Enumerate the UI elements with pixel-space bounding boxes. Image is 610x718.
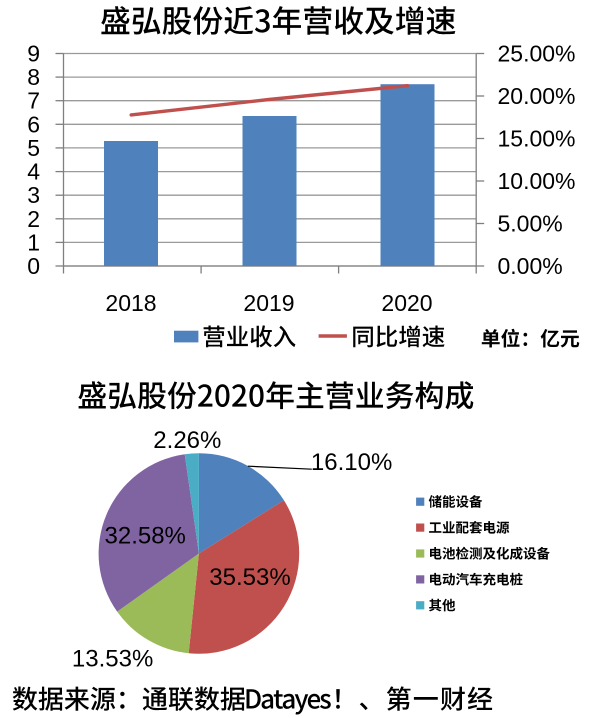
svg-text:5: 5 xyxy=(27,135,40,161)
svg-text:5.00%: 5.00% xyxy=(498,211,563,237)
svg-text:32.58%: 32.58% xyxy=(105,523,186,550)
svg-text:6: 6 xyxy=(27,111,40,137)
svg-text:20.00%: 20.00% xyxy=(498,83,576,109)
svg-text:1: 1 xyxy=(27,229,40,255)
svg-text:2.26%: 2.26% xyxy=(153,427,221,454)
svg-text:4: 4 xyxy=(27,159,40,185)
svg-text:8: 8 xyxy=(27,64,40,90)
svg-text:35.53%: 35.53% xyxy=(209,564,290,591)
svg-text:25.00%: 25.00% xyxy=(498,41,576,67)
svg-text:7: 7 xyxy=(27,88,40,114)
svg-text:2: 2 xyxy=(27,206,40,232)
svg-text:0: 0 xyxy=(27,253,40,279)
svg-text:16.10%: 16.10% xyxy=(311,449,392,476)
svg-text:9: 9 xyxy=(27,41,40,67)
svg-text:13.53%: 13.53% xyxy=(72,646,153,673)
svg-text:3: 3 xyxy=(27,182,40,208)
svg-text:0.00%: 0.00% xyxy=(498,253,563,279)
svg-text:2018: 2018 xyxy=(105,290,156,316)
svg-text:2019: 2019 xyxy=(243,290,294,316)
svg-text:10.00%: 10.00% xyxy=(498,168,576,194)
svg-text:2020: 2020 xyxy=(381,290,432,316)
svg-text:15.00%: 15.00% xyxy=(498,126,576,152)
